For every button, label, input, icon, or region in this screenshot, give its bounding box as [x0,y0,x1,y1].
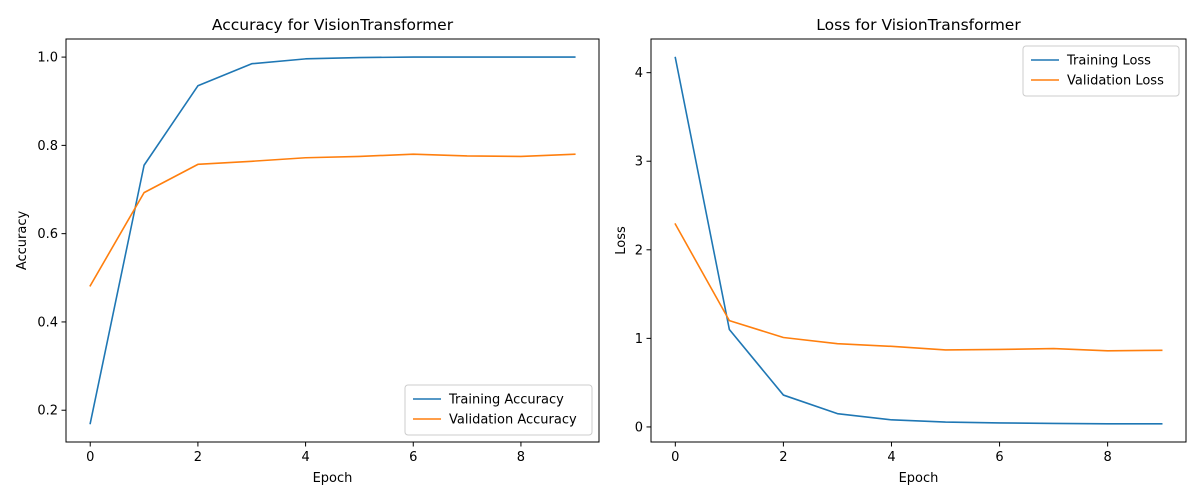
legend-label: Training Accuracy [448,393,564,408]
x-tick-label: 6 [409,450,417,465]
y-tick-label: 0.8 [37,139,58,154]
legend-box [404,384,593,436]
y-tick-label: 0.6 [37,227,58,242]
y-tick-label: 0.2 [37,404,58,419]
x-tick-label: 0 [671,450,679,465]
y-tick-label: 1 [635,332,643,347]
legend-box [1022,45,1180,97]
loss-chart-panel: Loss for VisionTransformer 0 2 4 6 8 0 1 2 3 4 Epoc… [614,16,1187,486]
x-tick-label: 2 [779,450,787,465]
x-tick-label: 0 [86,450,94,465]
x-tick-label: 8 [1104,450,1112,465]
axes-frame [65,38,600,443]
x-tick-label: 8 [517,450,525,465]
x-tick-label: 4 [887,450,895,465]
x-tick-label: 2 [194,450,202,465]
series-line-training-loss [674,56,1163,425]
chart-title: Accuracy for VisionTransformer [212,16,454,34]
legend-label: Validation Loss [1067,74,1164,89]
chart-title: Loss for VisionTransformer [816,16,1021,34]
x-tick-label: 6 [995,450,1003,465]
y-tick-label: 0 [635,420,643,435]
y-tick-label: 2 [635,243,643,258]
series-line-validation-loss [674,223,1163,352]
y-axis-label: Loss [614,226,629,255]
x-axis-label: Epoch [313,471,353,486]
y-axis-label: Accuracy [15,211,30,271]
series-line-training-accuracy [89,56,576,425]
legend-label: Validation Accuracy [449,413,577,428]
x-axis-label: Epoch [899,471,939,486]
series-line-validation-accuracy [89,153,576,287]
y-tick-label: 3 [635,155,643,170]
x-tick-label: 4 [301,450,309,465]
y-tick-label: 4 [635,66,643,81]
y-tick-label: 0.4 [37,315,58,330]
accuracy-legend: Training Accuracy Validation Accuracy [404,384,593,436]
legend-label: Training Loss [1066,54,1151,69]
loss-legend: Training Loss Validation Loss [1022,45,1180,97]
y-tick-label: 1.0 [37,51,58,66]
accuracy-chart-panel: Accuracy for VisionTransformer 0 2 4 6 8 0.2 0.… [15,16,600,486]
axes-frame [650,38,1187,443]
